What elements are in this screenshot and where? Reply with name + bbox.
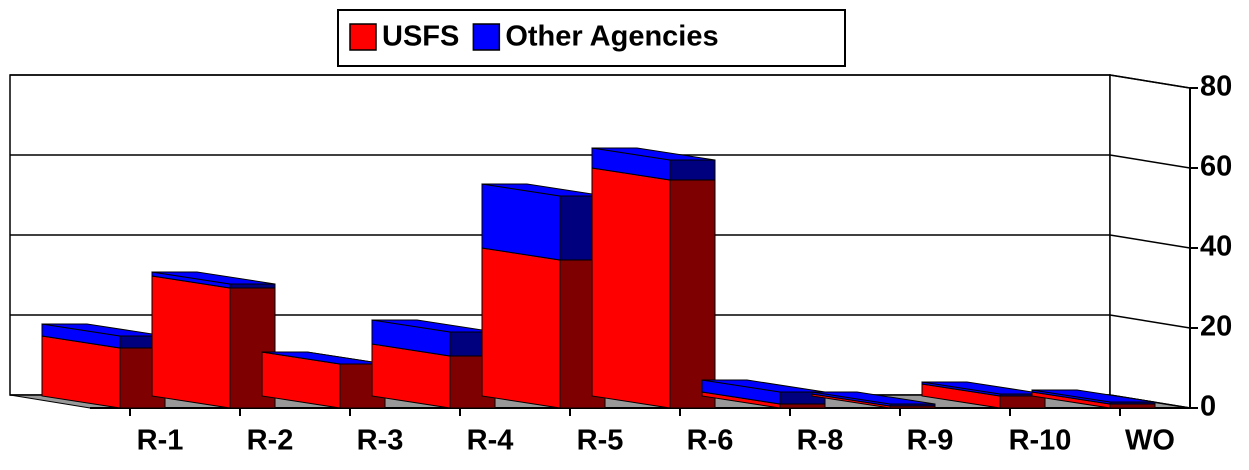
y-tick-label: 20 [1200, 311, 1232, 343]
bar-segment [1031, 389, 1156, 405]
bar-top [151, 271, 276, 285]
bar-segment [591, 147, 716, 181]
grid-line [10, 74, 1191, 89]
bar-side [999, 395, 1046, 409]
grid-line [10, 314, 1191, 329]
bar-side [779, 403, 826, 409]
y-tick-label: 80 [1200, 71, 1232, 103]
x-tick-label: R-9 [907, 425, 954, 457]
legend-box [337, 9, 846, 67]
x-tick-label: R-8 [797, 425, 844, 457]
x-tick-label: WO [1125, 425, 1175, 457]
bar-top [591, 147, 716, 161]
bar-segment [591, 167, 716, 409]
bar-segment [481, 247, 606, 409]
y-tick-label: 40 [1200, 231, 1232, 263]
bar-face [481, 183, 561, 261]
bar-segment [811, 391, 936, 407]
bar-face [591, 167, 671, 409]
grid-line [10, 154, 1191, 169]
bar-segment [481, 183, 606, 261]
bar-side [229, 283, 276, 289]
bar-segment [151, 275, 276, 409]
bar-segment [151, 271, 276, 289]
legend-swatch [472, 23, 501, 51]
bar-top [811, 391, 936, 405]
x-tick-label: R-2 [247, 425, 294, 457]
x-tick-label: R-5 [577, 425, 624, 457]
bar-segment [261, 351, 386, 365]
legend-label: USFS [382, 21, 459, 53]
bar-side [669, 159, 716, 181]
legend-label: Other Agencies [505, 21, 718, 53]
x-tick-label: R-3 [357, 425, 404, 457]
bar-face [41, 335, 121, 409]
x-tick-label: R-6 [687, 425, 734, 457]
bar-side [1109, 403, 1156, 409]
x-tick-label: R-1 [137, 425, 184, 457]
bar-side [669, 179, 716, 409]
x-tick-label: R-10 [1009, 425, 1072, 457]
bar-face [481, 247, 561, 409]
grid-line [10, 234, 1191, 249]
x-tick-label: R-4 [467, 425, 514, 457]
bar-top [1031, 389, 1156, 403]
legend-swatch [349, 23, 377, 51]
bar-face [151, 275, 231, 409]
y-tick-label: 60 [1200, 151, 1232, 183]
y-tick-label: 0 [1200, 391, 1216, 423]
